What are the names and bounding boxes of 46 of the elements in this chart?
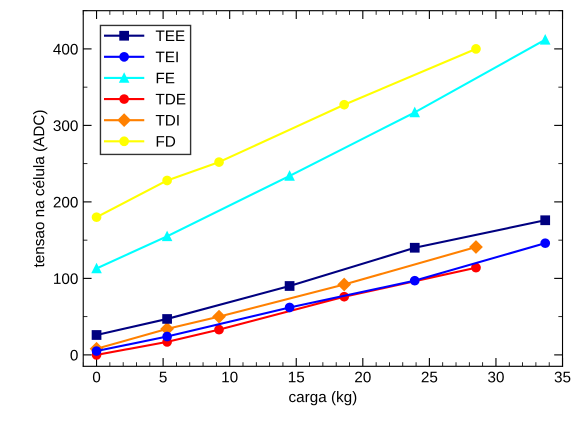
point xyxy=(339,100,350,110)
x-tick-label: 30 xyxy=(488,372,504,382)
point xyxy=(540,215,550,226)
point xyxy=(471,44,481,54)
legend-label: TEI xyxy=(156,52,178,62)
point xyxy=(214,324,224,335)
y-axis-title: tensao na célula (ADC) xyxy=(32,110,48,268)
point xyxy=(338,278,351,292)
point xyxy=(92,346,102,356)
point xyxy=(212,310,226,324)
x-tick-label: 5 xyxy=(159,372,167,382)
x-tick-label: 10 xyxy=(222,372,238,382)
point xyxy=(162,332,172,342)
point xyxy=(410,242,420,253)
point xyxy=(162,231,172,242)
point xyxy=(284,302,294,312)
y-tick-label: 0 xyxy=(70,350,78,361)
point xyxy=(284,171,294,181)
point xyxy=(162,314,172,324)
point xyxy=(469,240,483,254)
point xyxy=(410,108,420,118)
legend-label: FD xyxy=(156,136,176,147)
point xyxy=(540,238,550,248)
y-tick-label: 100 xyxy=(54,273,78,284)
point xyxy=(540,34,550,45)
legend-label: FE xyxy=(156,72,174,84)
point xyxy=(410,276,420,286)
point xyxy=(92,212,102,222)
x-tick-label: 25 xyxy=(422,372,438,382)
legend-label: TEE xyxy=(156,30,185,42)
point xyxy=(214,157,224,167)
point xyxy=(284,281,294,291)
legend-label: TDE xyxy=(156,94,186,104)
x-tick-label: 15 xyxy=(288,372,304,382)
point xyxy=(92,264,102,274)
y-tick-label: 300 xyxy=(53,120,78,132)
x-tick-label: 20 xyxy=(355,372,371,382)
y-tick-label: 400 xyxy=(53,44,78,55)
legend-label: TDI xyxy=(156,115,179,126)
y-tick-label: 200 xyxy=(54,196,78,208)
x-tick-label: 0 xyxy=(92,372,100,382)
x-axis-title: carga (kg) xyxy=(289,391,356,406)
point xyxy=(471,262,481,273)
point xyxy=(162,176,172,186)
point xyxy=(92,330,102,340)
x-tick-label: 35 xyxy=(554,372,570,382)
